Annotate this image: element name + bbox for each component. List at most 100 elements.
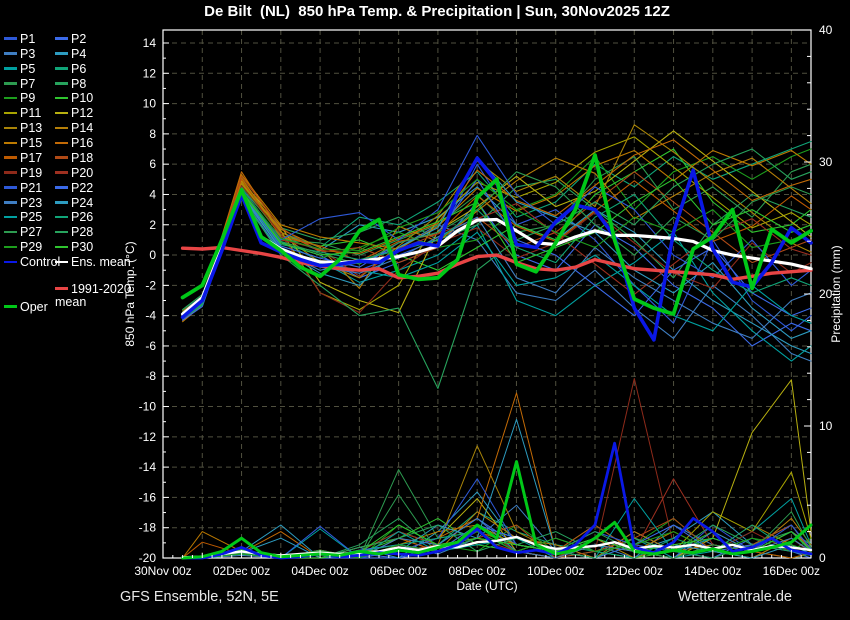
series-temp-ens-mean: [181, 189, 813, 316]
legend-label: P21: [20, 180, 43, 195]
footer-model-label: GFS Ensemble, 52N, 5E: [120, 589, 279, 605]
date-tick-label: 30Nov 00z: [134, 564, 191, 578]
legend-item-p14: P14: [55, 122, 93, 135]
legend-item-p3: P3: [4, 46, 36, 61]
legend-item-p15: P15: [4, 137, 42, 150]
precip-tick-label: 10: [819, 419, 833, 433]
temp-tick-label: 4: [149, 187, 156, 201]
date-tick-label: 08Dec 00z: [448, 564, 505, 578]
ensemble-member-lines: [182, 124, 812, 559]
precip-tick-label: 20: [819, 287, 833, 301]
legend-label: P17: [20, 150, 43, 165]
legend-swatch: [55, 171, 68, 174]
chart-title: De Bilt (NL) 850 hPa Temp. & Precipitati…: [204, 3, 670, 20]
temp-tick-label: 10: [143, 97, 157, 111]
footer-brand-label: Wetterzentrale.de: [677, 589, 792, 605]
legend-swatch: [4, 82, 17, 85]
legend-label: P22: [71, 180, 94, 195]
legend-item-p2: P2: [55, 33, 86, 46]
legend-item-p27: P27: [4, 226, 42, 239]
temp-tick-label: 6: [149, 157, 156, 171]
series-temp-P19: [182, 184, 812, 314]
legend-swatch: [4, 111, 17, 115]
legend-label: Oper: [20, 299, 48, 314]
legend-item-p22: P22: [55, 180, 94, 195]
legend-swatch: [4, 215, 17, 219]
precip-tick-label: 0: [819, 551, 826, 565]
legend-item-p1: P1: [4, 33, 35, 46]
legend-label: P5: [20, 61, 36, 76]
precip-tick-label: 30: [819, 155, 833, 169]
legend-swatch: [4, 245, 17, 249]
temp-tick-label: 0: [149, 248, 156, 262]
legend-item-p4: P4: [55, 46, 87, 61]
legend-item-p8: P8: [55, 77, 86, 91]
legend-item-p21: P21: [4, 180, 43, 195]
legend-item-p13: P13: [4, 122, 42, 135]
axis-tick-labels: 14121086420-2-4-6-8-10-12-14-16-18-20403…: [134, 23, 832, 578]
precip-tick-label: 40: [819, 23, 833, 37]
legend-swatch: [4, 37, 17, 40]
legend-label: P3: [20, 46, 36, 61]
temp-tick-label: -10: [139, 400, 157, 414]
series-precip-P4: [182, 491, 812, 559]
legend-swatch: [55, 215, 68, 219]
temp-tick-label: -14: [139, 460, 157, 474]
axis-ticks: [162, 29, 812, 559]
legend-swatch: [4, 96, 17, 100]
temp-tick-label: -12: [139, 430, 157, 444]
legend-swatch: [55, 67, 68, 70]
legend-swatch: [4, 230, 17, 234]
legend-label: P23: [20, 195, 43, 210]
legend-swatch: [4, 186, 17, 189]
legend-swatch: [4, 201, 17, 204]
legend-label: P10: [71, 91, 94, 106]
legend-label: P7: [20, 76, 36, 91]
legend-swatch: [55, 37, 68, 40]
legend-item-p29: P29: [4, 241, 42, 254]
legend-item-p20: P20: [55, 166, 93, 180]
date-tick-label: 16Dec 00z: [763, 564, 820, 578]
series-temp-P26: [182, 190, 812, 320]
legend-item-p23: P23: [4, 195, 43, 210]
legend-label: P15: [20, 136, 43, 151]
legend-swatch: [55, 82, 68, 85]
legend-swatch: [4, 67, 17, 70]
temp-tick-label: -2: [145, 278, 156, 292]
legend-item-p6: P6: [55, 62, 86, 76]
legend-swatch: [55, 111, 68, 115]
legend-label: P26: [71, 210, 94, 225]
legend-label: P29: [20, 240, 43, 255]
legend-item-p7: P7: [4, 76, 36, 91]
legend-swatch: [4, 52, 17, 55]
legend-item-ens-mean: Ens. mean: [55, 256, 131, 269]
legend-label: Control: [20, 255, 61, 270]
legend-swatch: [55, 260, 68, 263]
legend-item-p24: P24: [55, 196, 93, 210]
legend-item-p17: P17: [4, 150, 43, 165]
legend-label: Ens. mean: [71, 255, 131, 270]
legend-item-p9: P9: [4, 92, 35, 105]
legend-item-p12: P12: [55, 107, 93, 120]
legend-label: P30: [71, 240, 94, 255]
legend-label: 1991-2020 mean: [55, 281, 131, 309]
temp-tick-label: -8: [145, 369, 156, 383]
legend-swatch: [55, 141, 68, 145]
date-tick-label: 14Dec 00z: [684, 564, 741, 578]
legend-swatch: [55, 96, 68, 100]
legend-swatch: [55, 186, 68, 189]
date-tick-label: 04Dec 00z: [291, 564, 348, 578]
legend-item-p16: P16: [55, 137, 93, 150]
legend-label: P19: [20, 165, 43, 180]
legend-label: P4: [71, 46, 87, 61]
legend-swatch: [4, 141, 17, 145]
legend-item-p28: P28: [55, 226, 93, 239]
legend-label: P28: [71, 225, 94, 240]
legend-swatch: [55, 287, 68, 290]
temp-tick-label: -16: [139, 490, 157, 504]
legend-label: P9: [20, 91, 36, 106]
legend-item-p25: P25: [4, 211, 42, 224]
series-temp-P29: [182, 178, 812, 315]
legend-swatch: [55, 52, 68, 55]
